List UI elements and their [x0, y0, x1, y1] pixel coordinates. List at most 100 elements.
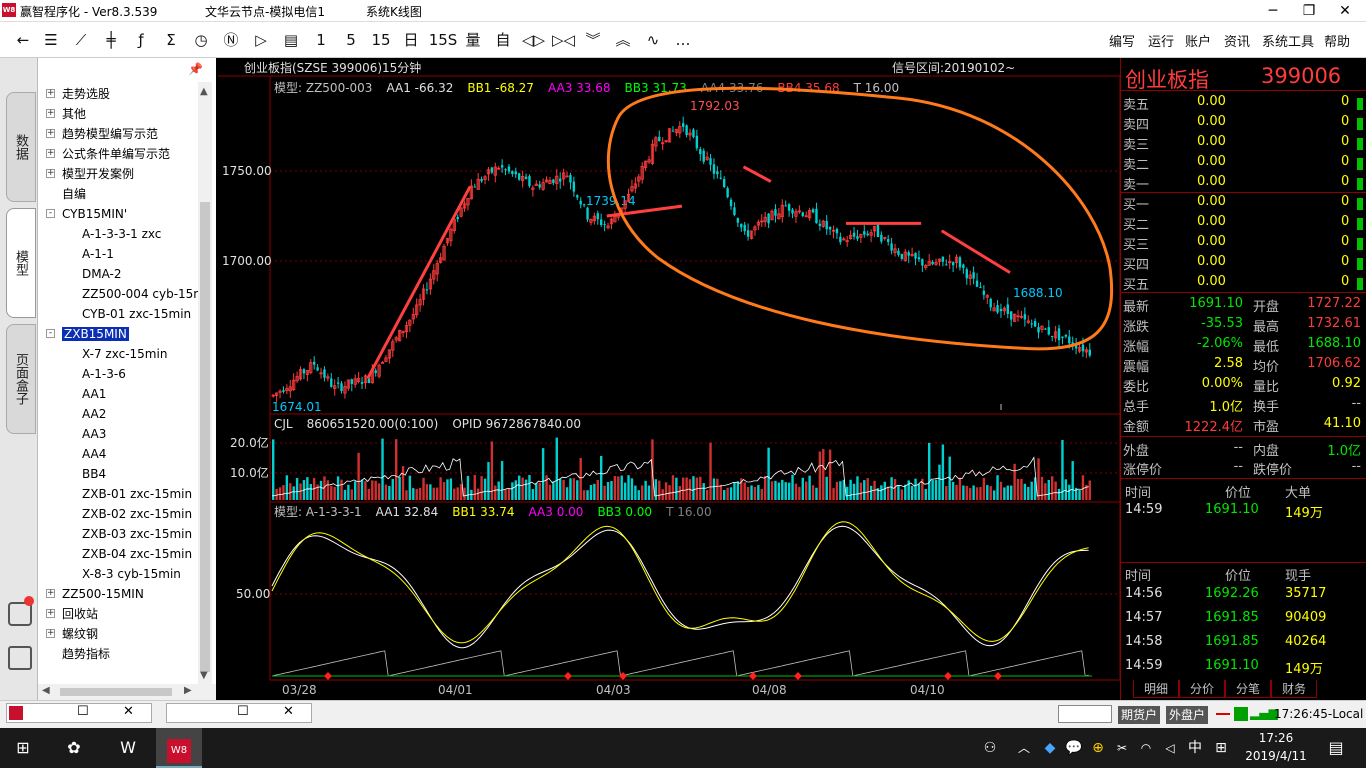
- bulb-icon[interactable]: [8, 596, 34, 626]
- line-chart-icon[interactable]: ⟋: [75, 31, 87, 49]
- tree-item[interactable]: 模型开发案例: [62, 164, 134, 184]
- n-icon[interactable]: Ⓝ: [223, 31, 239, 49]
- futures-account-button[interactable]: 期货户: [1118, 706, 1161, 724]
- bottom-tab[interactable]: 明细: [1133, 680, 1179, 698]
- tree-item[interactable]: AA3: [82, 424, 106, 444]
- menu-edit[interactable]: 编写: [1109, 35, 1136, 50]
- tray-up-icon[interactable]: ︿: [1017, 741, 1030, 755]
- tree-item[interactable]: 螺纹钢: [62, 624, 98, 644]
- scroll-left-icon[interactable]: ◀: [42, 685, 50, 696]
- tree-item[interactable]: AA4: [82, 444, 106, 464]
- tree-item[interactable]: X-7 zxc-15min: [82, 344, 167, 364]
- tree-item[interactable]: DMA-2: [82, 264, 122, 284]
- tab-model[interactable]: 模型: [6, 208, 36, 318]
- tree-item[interactable]: AA1: [82, 384, 106, 404]
- tree-item[interactable]: ZXB-02 zxc-15min: [82, 504, 192, 524]
- ime-grid-icon[interactable]: ⊞: [1215, 740, 1227, 756]
- menu-news[interactable]: 资讯: [1224, 35, 1251, 50]
- tree-item[interactable]: A-1-3-6: [82, 364, 126, 384]
- foreign-account-button[interactable]: 外盘户: [1166, 706, 1209, 724]
- expand-toggle-icon[interactable]: +: [46, 108, 55, 118]
- tree-item[interactable]: 走势选股: [62, 84, 110, 104]
- zoom-out-icon[interactable]: ◁▷: [522, 31, 546, 49]
- pin-icon[interactable]: 📌: [188, 62, 203, 76]
- tree-item[interactable]: 公式条件单编写示范: [62, 144, 170, 164]
- expand-toggle-icon[interactable]: -: [46, 209, 55, 218]
- chevron-down-icon[interactable]: ︾: [585, 31, 601, 49]
- notification-icon[interactable]: ▤: [1328, 738, 1344, 757]
- menu-account[interactable]: 账户: [1185, 35, 1212, 50]
- scroll-up-icon[interactable]: ▲: [200, 86, 208, 97]
- chat-icon[interactable]: 💬: [1065, 740, 1083, 756]
- play-icon[interactable]: ▷: [255, 31, 267, 49]
- expand-toggle-icon[interactable]: +: [46, 168, 55, 178]
- close-icon[interactable]: ✕: [283, 704, 294, 719]
- menu-run[interactable]: 运行: [1148, 35, 1175, 50]
- mini-window-2[interactable]: ☐ ✕: [166, 703, 312, 723]
- more-icon[interactable]: …: [675, 31, 691, 49]
- edit-note-icon[interactable]: [8, 646, 32, 670]
- expand-toggle-icon[interactable]: +: [46, 588, 55, 598]
- restore-icon[interactable]: ☐: [237, 704, 249, 719]
- wps-icon[interactable]: W: [120, 738, 136, 757]
- formula-icon[interactable]: ƒ: [138, 31, 144, 49]
- expand-toggle-icon[interactable]: +: [46, 128, 55, 138]
- restore-icon[interactable]: ☐: [77, 704, 89, 719]
- expand-toggle-icon[interactable]: +: [46, 608, 55, 618]
- people-icon[interactable]: ⚇: [983, 740, 997, 756]
- tree-item[interactable]: AA2: [82, 404, 106, 424]
- tree-item[interactable]: X-8-3 cyb-15min: [82, 564, 181, 584]
- tree-item[interactable]: A-1-1: [82, 244, 114, 264]
- status-input[interactable]: [1058, 705, 1112, 723]
- tree-item[interactable]: 自编: [62, 184, 86, 204]
- clock-icon[interactable]: ◷: [194, 31, 208, 49]
- tree-item[interactable]: CYB15MIN': [62, 204, 127, 224]
- sigma-icon[interactable]: Σ: [166, 31, 176, 49]
- windows-start-icon[interactable]: ⊞: [16, 738, 30, 757]
- tree-vertical-scrollbar[interactable]: ▲ ▼: [198, 82, 212, 684]
- period-1[interactable]: 1: [316, 31, 326, 49]
- period-day[interactable]: 日: [403, 31, 419, 49]
- bottom-tab[interactable]: 分笔: [1225, 680, 1271, 698]
- expand-toggle-icon[interactable]: +: [46, 148, 55, 158]
- chart-area[interactable]: 创业板指(SZSE 399006)15分钟 信号区间:20190102~ 175…: [218, 58, 1120, 700]
- kline-icon[interactable]: ╪: [106, 31, 116, 49]
- period-15[interactable]: 15: [371, 31, 391, 49]
- wh8-taskbar-icon[interactable]: W8: [156, 728, 202, 768]
- menu-help[interactable]: 帮助: [1324, 35, 1351, 50]
- tray-plus-icon[interactable]: ⊕: [1092, 740, 1104, 756]
- tree-item[interactable]: 趋势指标: [62, 644, 110, 664]
- tray-app-icon[interactable]: ◆: [1044, 740, 1056, 756]
- period-5[interactable]: 5: [346, 31, 356, 49]
- tree-item[interactable]: 回收站: [62, 604, 98, 624]
- menu-tools[interactable]: 系统工具: [1262, 35, 1315, 50]
- ime-label[interactable]: 中: [1188, 740, 1202, 756]
- clock-time[interactable]: 17:26: [1258, 731, 1294, 745]
- tree-item[interactable]: 其他: [62, 104, 86, 124]
- volume-icon[interactable]: ◁: [1165, 741, 1175, 755]
- back-arrow-icon[interactable]: ←: [16, 31, 30, 49]
- close-icon[interactable]: ✕: [123, 704, 134, 719]
- wifi-icon[interactable]: ◠: [1140, 741, 1152, 755]
- bottom-tab[interactable]: 财务: [1271, 680, 1317, 698]
- tree-item[interactable]: CYB-01 zxc-15min: [82, 304, 191, 324]
- close-icon[interactable]: ✕: [1339, 3, 1351, 19]
- tree-item[interactable]: ZZ500-004 cyb-15m: [82, 284, 205, 304]
- list-icon[interactable]: ☰: [44, 31, 58, 49]
- tree-item[interactable]: A-1-3-3-1 zxc: [82, 224, 161, 244]
- clock-date[interactable]: 2019/4/11: [1245, 749, 1307, 763]
- scroll-right-icon[interactable]: ▶: [184, 685, 192, 696]
- volume-button[interactable]: 量: [465, 31, 481, 49]
- tree-horizontal-scrollbar[interactable]: ◀ ▶: [38, 684, 216, 700]
- zoom-in-icon[interactable]: ▷◁: [552, 31, 576, 49]
- expand-toggle-icon[interactable]: +: [46, 88, 55, 98]
- tree-item[interactable]: BB4: [82, 464, 106, 484]
- tree-item[interactable]: 趋势模型编写示范: [62, 124, 158, 144]
- expand-toggle-icon[interactable]: -: [46, 329, 55, 338]
- tree-item[interactable]: ZXB-03 zxc-15min: [82, 524, 192, 544]
- doc-icon[interactable]: ▤: [283, 31, 299, 49]
- tray-tool-icon[interactable]: ✂: [1116, 741, 1128, 755]
- app-pinwheel-icon[interactable]: ✿: [67, 738, 81, 757]
- tree-item[interactable]: ZXB15MIN: [62, 324, 129, 344]
- tab-data[interactable]: 数据: [6, 92, 36, 202]
